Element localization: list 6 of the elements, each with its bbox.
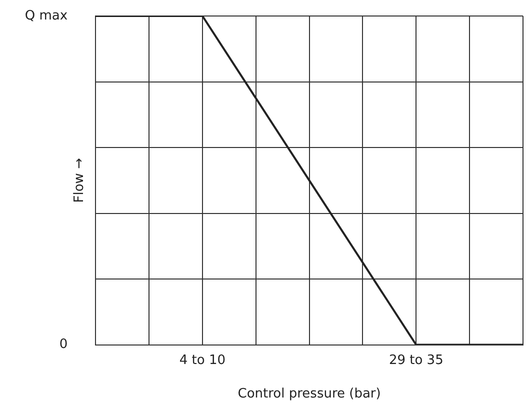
x-axis-title: Control pressure (bar)	[238, 386, 381, 402]
x-tick-label: 29 to 35	[388, 352, 444, 368]
text: Q max	[24, 8, 68, 24]
text: 0	[59, 337, 68, 352]
x-tick-label: 4 to 10	[179, 352, 226, 368]
y-axis-title: Flow →	[72, 158, 88, 203]
